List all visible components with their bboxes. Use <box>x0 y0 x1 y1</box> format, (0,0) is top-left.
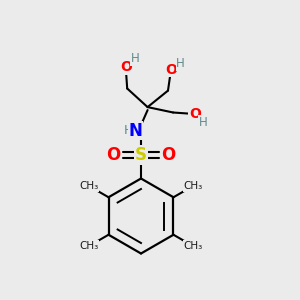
Text: CH₃: CH₃ <box>80 241 99 251</box>
Text: H: H <box>199 116 208 129</box>
Text: CH₃: CH₃ <box>183 181 202 191</box>
Text: O: O <box>161 146 176 164</box>
Text: H: H <box>176 57 185 70</box>
Text: H: H <box>124 124 133 137</box>
Text: N: N <box>129 122 142 140</box>
Text: CH₃: CH₃ <box>183 241 202 251</box>
Text: O: O <box>189 107 201 121</box>
Text: S: S <box>135 146 147 164</box>
Text: H: H <box>131 52 140 65</box>
Text: O: O <box>106 146 121 164</box>
Text: O: O <box>120 60 132 74</box>
Text: CH₃: CH₃ <box>80 181 99 191</box>
Text: O: O <box>165 63 177 76</box>
